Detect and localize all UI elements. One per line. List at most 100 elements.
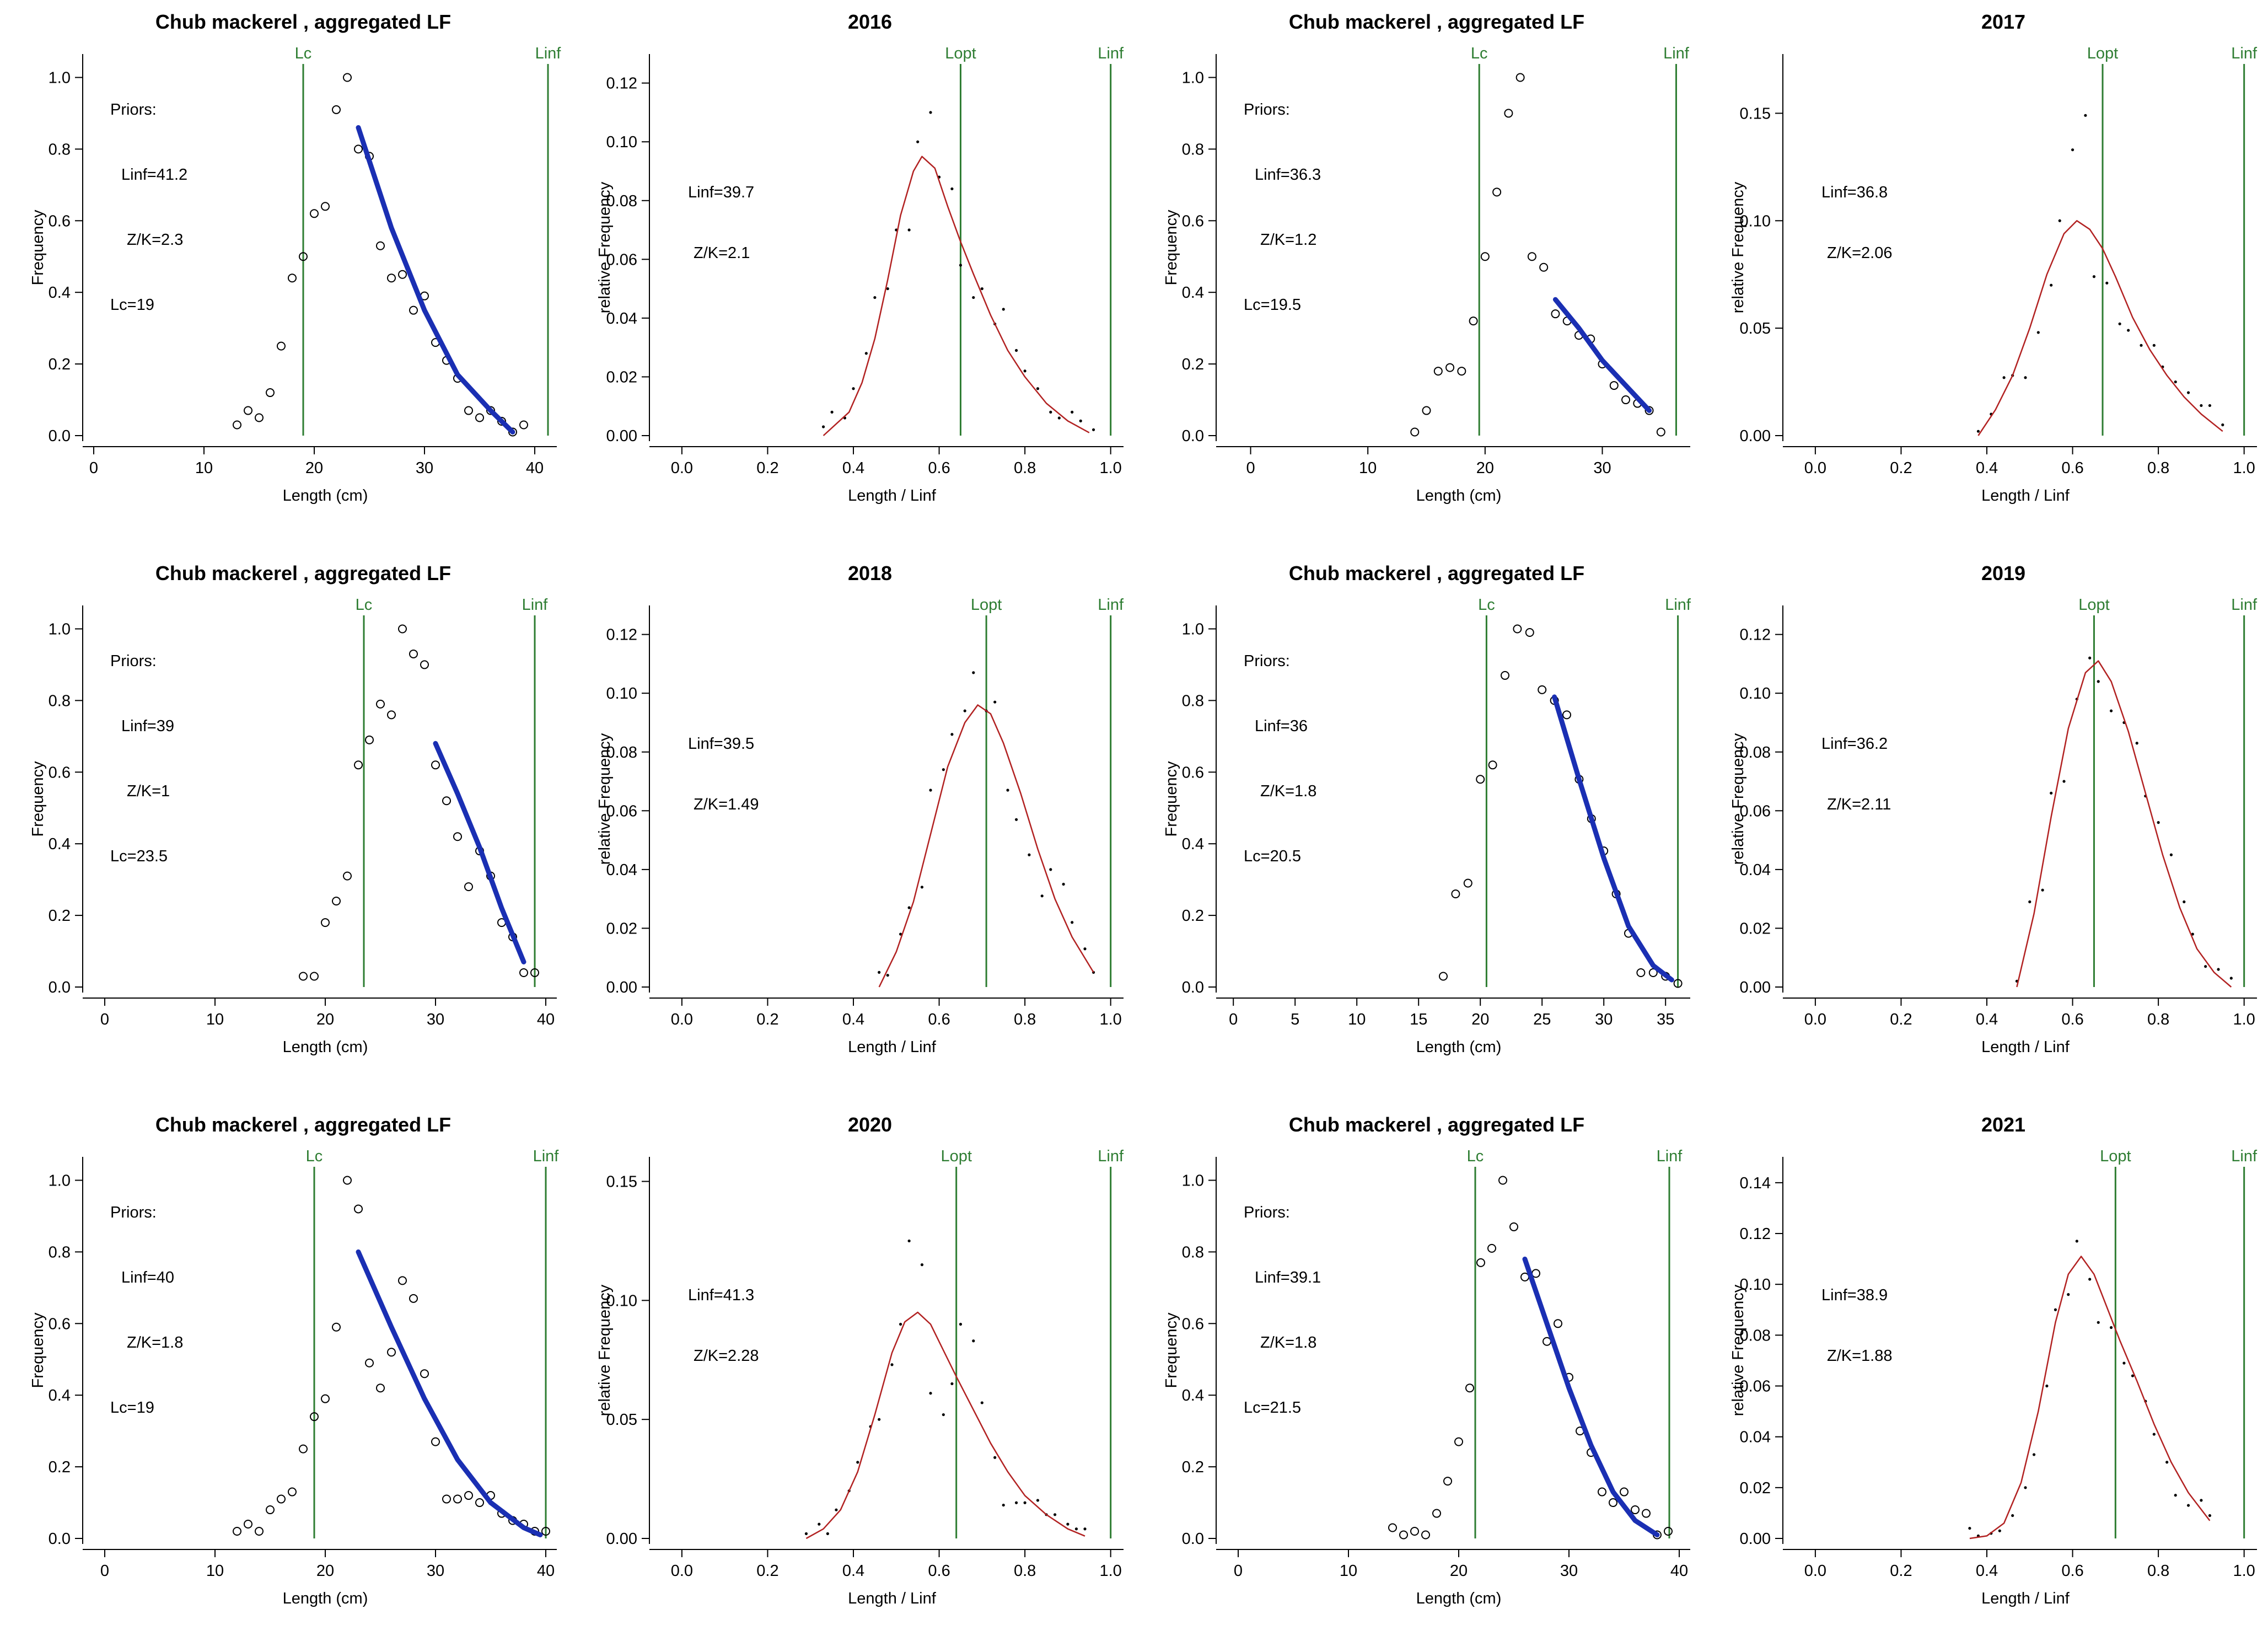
prior-annotation: Priors: xyxy=(1244,652,1290,670)
data-point xyxy=(453,1494,462,1504)
data-point xyxy=(233,1527,241,1536)
data-point xyxy=(972,671,975,674)
y-tick-label: 0.8 xyxy=(1182,692,1204,710)
data-point xyxy=(929,1392,932,1395)
data-point xyxy=(1673,979,1683,988)
x-tick-label: 25 xyxy=(1533,1011,1551,1028)
data-point xyxy=(497,417,506,426)
data-point xyxy=(1469,317,1478,326)
x-tick-label: 30 xyxy=(416,459,433,477)
vline-label-lc: Lc xyxy=(356,596,373,614)
y-tick-label: 0.04 xyxy=(1740,1429,1771,1446)
y-tick-label: 0.10 xyxy=(1740,685,1771,702)
data-point xyxy=(1631,1505,1640,1515)
data-point xyxy=(277,341,286,351)
data-point xyxy=(541,1527,550,1536)
vline-label-linf: Linf xyxy=(1098,45,1124,62)
data-point xyxy=(2097,1321,2100,1324)
y-tick-label: 0.4 xyxy=(1182,284,1204,302)
data-point xyxy=(2135,742,2138,745)
data-point xyxy=(1057,416,1061,420)
data-point xyxy=(387,1348,396,1357)
y-tick-label: 0.6 xyxy=(1182,1315,1204,1333)
x-tick-label: 0.6 xyxy=(928,459,950,477)
y-tick-label: 0.06 xyxy=(1740,802,1771,820)
y-tick-label: 0.2 xyxy=(1182,356,1204,373)
panel-4: 2017 0.00 0.05 0.10 0.15 0.0 0.2 0.4 0.6 0.8 1.0 Le… xyxy=(1729,10,2258,505)
y-tick-label: 0.04 xyxy=(606,861,637,879)
data-point xyxy=(321,1394,330,1403)
x-tick-label: 35 xyxy=(1657,1011,1674,1028)
data-point xyxy=(2058,219,2061,222)
prior-annotation: Priors: xyxy=(110,652,157,670)
data-point xyxy=(2183,900,2186,904)
catch-curve-fit xyxy=(356,1249,543,1537)
data-point xyxy=(1066,1522,1069,1526)
data-point xyxy=(2186,1504,2190,1507)
y-tick-label: 0.15 xyxy=(1740,105,1771,122)
data-point xyxy=(916,140,920,143)
data-point xyxy=(299,252,308,261)
data-point xyxy=(2088,1278,2092,1281)
data-point xyxy=(1399,1530,1408,1540)
vline-label-linf: Linf xyxy=(1657,1147,1683,1165)
data-point xyxy=(299,1444,308,1454)
x-tick-label: 10 xyxy=(1340,1562,1357,1580)
data-point xyxy=(277,1494,286,1504)
data-point xyxy=(1609,1498,1617,1508)
vline-label-linf: Linf xyxy=(1665,596,1691,614)
y-axis-label: Frequency xyxy=(1163,210,1180,286)
data-point xyxy=(2097,680,2100,683)
data-point xyxy=(2011,1514,2014,1517)
vline-label-lc: Lc xyxy=(1467,1147,1484,1165)
prior-annotation: Priors: xyxy=(110,101,157,119)
prior-annotation: Priors: xyxy=(1244,101,1290,119)
data-point xyxy=(942,1413,945,1417)
vline-label-linf: Linf xyxy=(2231,596,2258,614)
data-point xyxy=(255,413,264,422)
data-point xyxy=(950,187,954,191)
data-point xyxy=(1443,1477,1452,1486)
y-tick-label: 0.14 xyxy=(1740,1175,1771,1192)
fitted-curve xyxy=(1969,1256,2211,1540)
x-tick-label: 0.0 xyxy=(1804,1562,1826,1580)
data-point xyxy=(1976,430,1980,433)
data-point xyxy=(1538,685,1547,694)
prior-annotation: Linf=36.3 xyxy=(1255,166,1321,184)
prior-annotation: Linf=41.3 xyxy=(688,1286,754,1304)
vline-label-lopt: Lopt xyxy=(2087,45,2118,62)
prior-annotation: Z/K=1.49 xyxy=(694,796,759,813)
data-point xyxy=(993,1456,997,1459)
x-tick-label: 20 xyxy=(316,1011,334,1028)
y-tick-label: 0.05 xyxy=(1740,320,1771,337)
x-tick-label: 1.0 xyxy=(2233,1562,2255,1580)
x-axis-label: Length / Linf xyxy=(1981,1038,2070,1056)
data-point xyxy=(519,420,528,430)
y-tick-label: 1.0 xyxy=(1182,620,1204,638)
data-point xyxy=(2002,376,2006,379)
data-point xyxy=(1609,381,1619,390)
prior-annotation: Linf=36.2 xyxy=(1821,735,1888,753)
panel-2: 2016 0.00 0.02 0.04 0.06 0.08 0.10 0.12 0.0 0.2 0.… xyxy=(596,10,1124,505)
y-tick-label: 0.4 xyxy=(1182,835,1204,853)
prior-annotation: Linf=39.7 xyxy=(688,184,754,201)
data-point xyxy=(929,111,932,114)
y-axis-label: relative Frequency xyxy=(1729,733,1747,865)
x-tick-label: 0.8 xyxy=(2147,459,2169,477)
data-point xyxy=(1002,1503,1005,1507)
y-tick-label: 0.6 xyxy=(1182,212,1204,230)
data-point xyxy=(950,733,954,736)
x-tick-label: 30 xyxy=(427,1562,444,1580)
chart-title: Chub mackerel , aggregated LF xyxy=(1289,10,1584,33)
x-tick-label: 10 xyxy=(206,1011,224,1028)
catch-curve-fit xyxy=(1552,297,1652,413)
y-tick-label: 0.6 xyxy=(1182,764,1204,781)
data-point xyxy=(972,296,975,299)
data-point xyxy=(2118,322,2121,325)
prior-annotation: Z/K=2.11 xyxy=(1827,796,1891,813)
vline-label-linf: Linf xyxy=(535,45,562,62)
prior-annotation: Priors: xyxy=(110,1204,157,1221)
x-tick-label: 0.2 xyxy=(756,459,778,477)
data-point xyxy=(420,660,429,669)
